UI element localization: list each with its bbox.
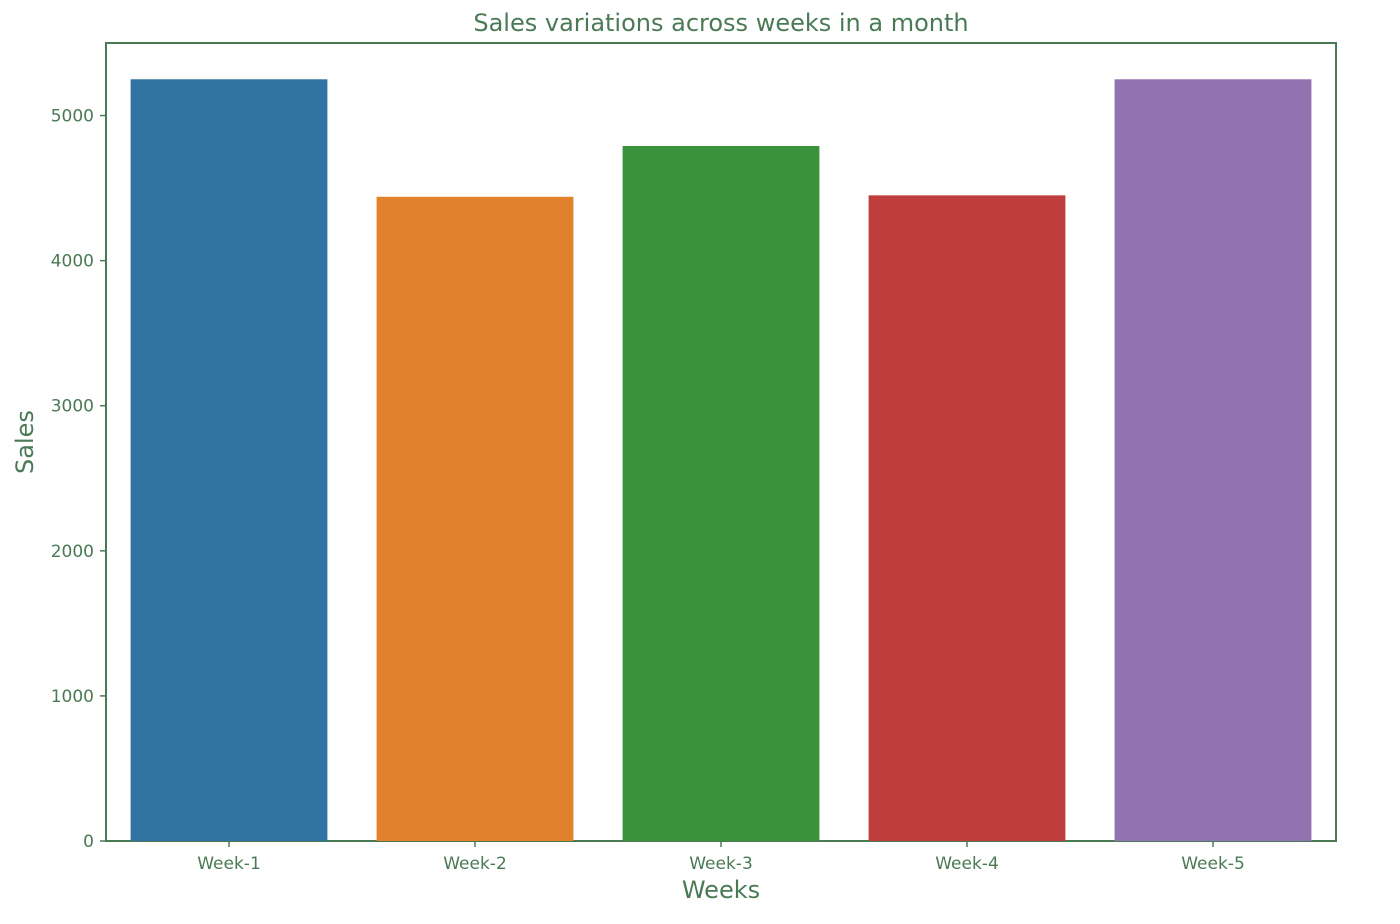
y-axis-label: Sales [11,410,39,474]
bar-week-1 [130,79,328,842]
bars-group [130,79,1312,842]
x-axis-ticks: Week-1 Week-2 Week-3 Week-4 Week-5 [197,841,1245,874]
x-tick-label: Week-5 [1181,854,1245,874]
x-tick-label: Week-1 [197,854,261,874]
y-tick-label: 3000 [51,397,94,417]
y-tick-label: 1000 [51,687,94,707]
bar-week-2 [376,196,574,841]
y-tick-label: 0 [83,832,94,852]
x-axis-label: Weeks [682,876,760,904]
x-tick-label: Week-2 [443,854,507,874]
y-axis-ticks: 0 1000 2000 3000 4000 5000 [51,107,106,852]
y-tick-label: 2000 [51,542,94,562]
bar-week-3 [622,146,820,842]
y-tick-label: 4000 [51,252,94,272]
bar-week-4 [868,195,1066,841]
x-tick-label: Week-4 [935,854,999,874]
bar-week-5 [1114,79,1312,842]
chart-title: Sales variations across weeks in a month [473,9,968,37]
x-tick-label: Week-3 [689,854,753,874]
y-tick-label: 5000 [51,107,94,127]
